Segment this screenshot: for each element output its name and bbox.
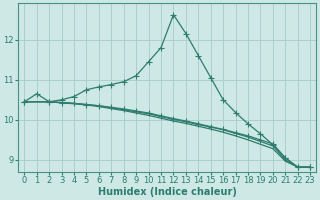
X-axis label: Humidex (Indice chaleur): Humidex (Indice chaleur) bbox=[98, 187, 237, 197]
